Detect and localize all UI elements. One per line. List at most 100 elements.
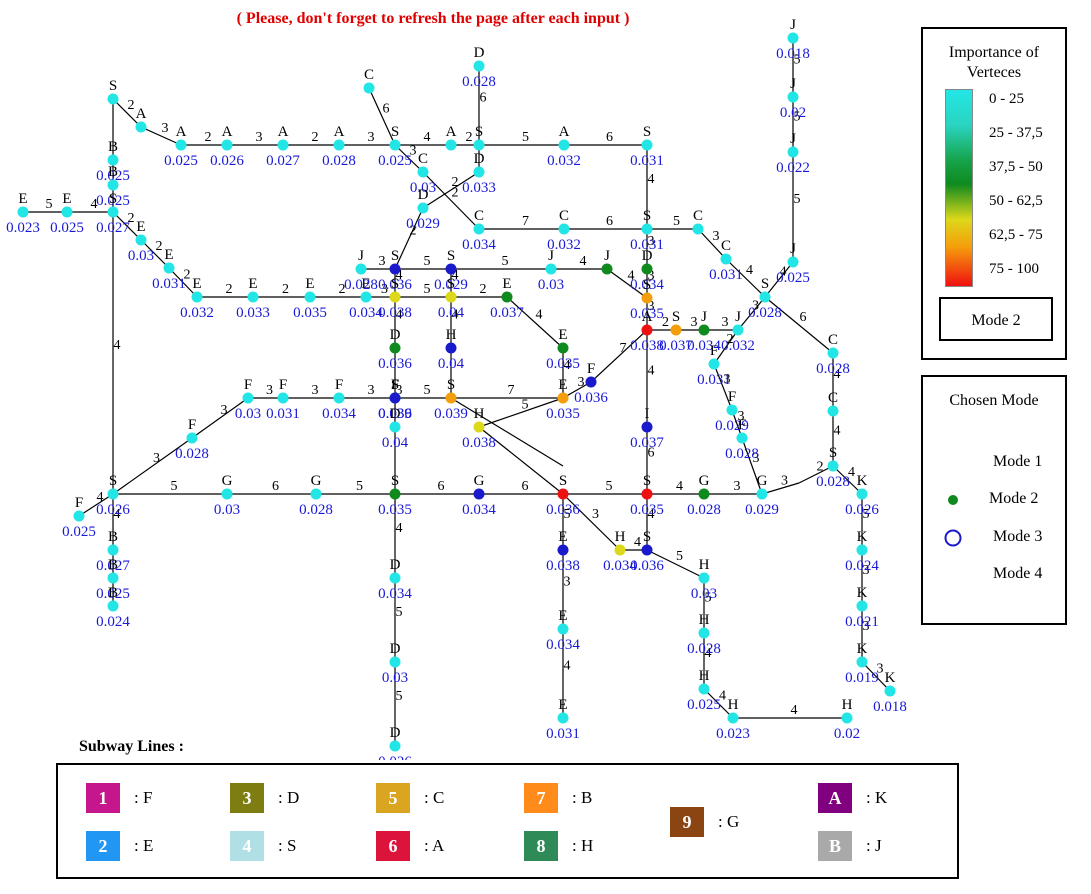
edge-weight-label: 3 [381,282,388,297]
station-label: B [108,557,118,573]
edge-weight-label: 4 [648,172,655,187]
line-letter: : S [278,836,297,855]
mode-indicator-button[interactable]: Mode 2 [939,297,1053,341]
station-label: K [885,670,896,686]
station-label: A [642,309,653,325]
graph-edge [112,437,193,495]
station-node [107,93,119,105]
edge-weight-label: 3 [752,299,759,314]
station-importance-value: 0.025 [96,168,130,184]
edge-weight-label: 6 [648,446,655,461]
station-label: H [728,697,739,713]
edge-weight-label: 4 [834,367,841,382]
station-node [473,223,485,235]
station-label: H [446,327,457,343]
station-node [545,263,557,275]
station-node [186,432,198,444]
station-node [787,91,799,103]
station-label: S [643,277,651,293]
mode-4-option[interactable]: Mode 4 [993,565,1043,582]
station-importance-value: 0.034 [603,558,637,574]
mode-1-option[interactable]: Mode 1 [993,453,1043,470]
station-node [221,488,233,500]
edge-weight-label: 2 [466,130,473,145]
station-node [333,392,345,404]
edge-weight-label: 3 [162,121,169,136]
edge-weight-label: 2 [727,332,734,347]
graph-edge [478,397,564,428]
station-label: A [176,124,187,140]
refresh-notice: ( Please, don't forget to refresh the pa… [236,10,630,27]
station-importance-value: 0.036 [546,502,580,518]
edge-weight-label: 5 [794,53,801,68]
edge-weight-label: 2 [410,224,417,239]
station-importance-value: 0.024 [96,614,130,630]
edge-weight-label: 3 [256,130,263,145]
station-importance-value: 0.034 [462,502,496,518]
edge-weight-label: 3 [648,299,655,314]
edge-weight-label: 3 [713,229,720,244]
station-label: F [391,377,399,393]
station-node [692,223,704,235]
chosen-mode-title: Chosen Mode [949,392,1039,409]
edge-weight-label: 2 [205,130,212,145]
station-importance-value: 0.035 [293,305,327,321]
station-node [708,358,720,370]
line-letter: : B [572,788,593,807]
graph-edge [168,267,198,298]
edge-weight-label: 5 [794,110,801,125]
station-node [558,223,570,235]
station-node [856,656,868,668]
line-number-badge: 2 [86,831,120,861]
station-label: A [136,106,147,122]
station-label: H [699,557,710,573]
station-label: S [447,377,455,393]
subway-lines-title: Subway Lines : [79,738,184,755]
station-label: D [390,406,401,422]
station-importance-value: 0.036 [378,277,412,293]
mode-2-option[interactable]: Mode 2 [989,490,1039,507]
station-importance-value: 0.032 [547,153,581,169]
station-importance-value: 0.03 [128,248,154,264]
station-node [759,291,771,303]
edge-weight-label: 2 [184,268,191,283]
edge-weight-label: 4 [396,521,403,536]
importance-level: 37,5 - 50 [989,159,1043,175]
station-importance-value: 0.018 [873,699,907,715]
station-label: E [502,276,511,292]
station-label: K [857,641,868,657]
station-importance-value: 0.025 [164,153,198,169]
graph-nodes: D0.028J0.018J0.02J0.022J0.025CSAA0.025A0… [6,17,907,760]
station-label: C [828,332,838,348]
subway-line-d: 3: D [230,783,299,813]
chosen-mode-legend: Chosen Mode Mode 1 Mode 2 Mode 3 Mode 4 [921,375,1067,625]
edge-weight-label: 5 [502,254,509,269]
station-label: C [418,151,428,167]
station-importance-value: 0.03 [538,277,564,293]
edge-weight-label: 5 [564,507,571,522]
subway-line-c: 5: C [376,783,444,813]
station-label: S [643,529,651,545]
edge-weight-label: 4 [580,254,587,269]
station-label: S [643,473,651,489]
station-node [787,32,799,44]
mode-3-option[interactable]: Mode 3 [993,528,1043,545]
station-node [698,488,710,500]
station-label: E [164,247,173,263]
station-importance-value: 0.035 [546,356,580,372]
graph-edge [741,437,763,495]
line-number-badge: A [818,783,852,813]
graph-edge [646,549,705,579]
station-node [389,656,401,668]
station-node [277,392,289,404]
edge-weight-label: 6 [522,479,529,494]
edge-weight-label: 6 [606,130,613,145]
station-node [389,572,401,584]
edge-weight-label: 5 [396,689,403,704]
edge-weight-label: 4 [396,268,403,283]
station-node [641,421,653,433]
edge-weight-label: 2 [226,282,233,297]
station-label: J [790,17,796,33]
